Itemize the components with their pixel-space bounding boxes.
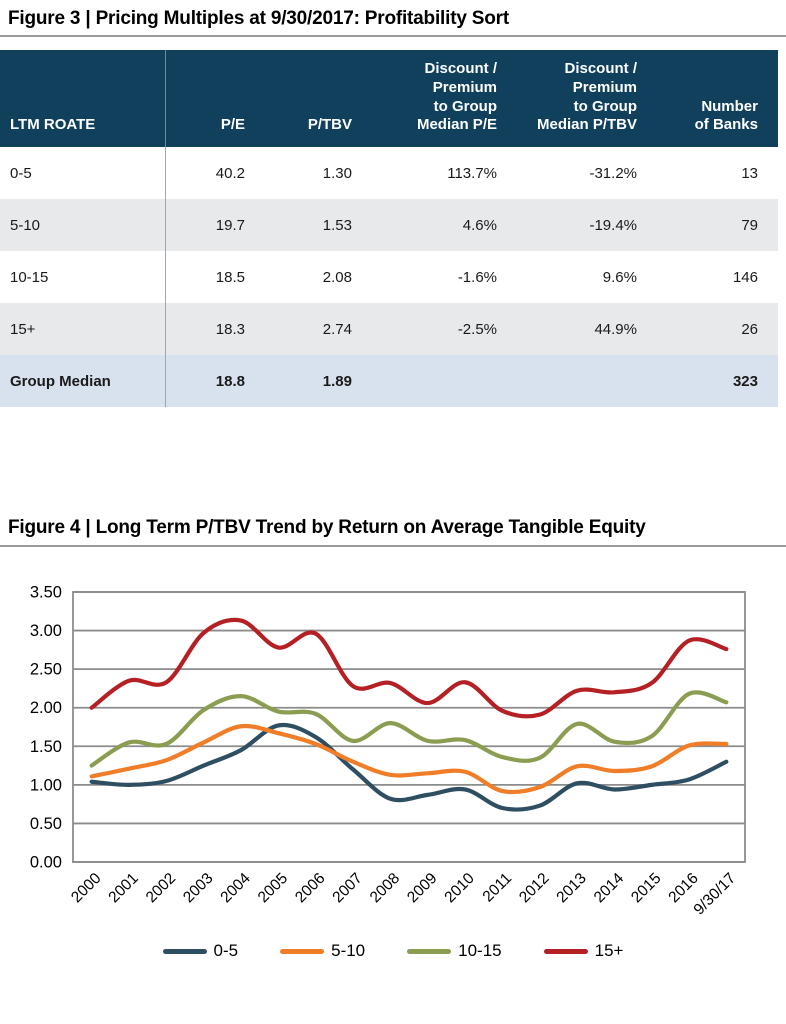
table-row-group-median: Group Median 18.8 1.89 323 — [0, 355, 778, 407]
table-row: 0-5 40.2 1.30 113.7% -31.2% 13 — [0, 147, 778, 199]
cell-ptbv: 1.30 — [265, 147, 372, 199]
cell-disc-ptbv: 44.9% — [517, 303, 657, 355]
x-axis-label: 2011 — [480, 870, 516, 906]
x-axis-label: 2003 — [180, 870, 216, 906]
figure3-title-rule — [0, 35, 786, 37]
cell-roate-bucket: 5-10 — [0, 199, 165, 251]
cell-disc-ptbv — [517, 355, 657, 407]
x-axis-label: 2001 — [105, 870, 141, 906]
figure3-title: Figure 3 | Pricing Multiples at 9/30/201… — [8, 8, 509, 29]
cell-roate-bucket: 15+ — [0, 303, 165, 355]
cell-disc-pe: 113.7% — [372, 147, 517, 199]
y-axis-label: 2.00 — [30, 699, 62, 717]
legend-swatch-10-15 — [407, 948, 452, 954]
x-axis-label: 2010 — [441, 870, 478, 907]
y-axis-label: 0.00 — [30, 854, 62, 872]
x-axis-label: 2008 — [367, 870, 403, 906]
cell-disc-ptbv: 9.6% — [517, 251, 657, 303]
series-line-10-15 — [89, 690, 729, 768]
x-axis-label: 2012 — [516, 870, 552, 906]
legend-label-15+: 15+ — [594, 941, 624, 960]
cell-roate-bucket: 0-5 — [0, 147, 165, 199]
figure4-title-rule — [0, 545, 786, 547]
x-axis-label: 2009 — [404, 870, 440, 906]
series-line-15+ — [89, 617, 729, 719]
x-axis-label: 2000 — [68, 870, 105, 907]
cell-disc-pe: 4.6% — [372, 199, 517, 251]
legend-label-5-10: 5-10 — [331, 941, 366, 960]
cell-roate-bucket: Group Median — [0, 355, 165, 407]
x-axis-label: 2015 — [628, 870, 664, 906]
cell-ptbv: 1.53 — [265, 199, 372, 251]
table-header-row: LTM ROATE P/E P/TBV Discount / Premium t… — [0, 50, 778, 147]
header-discount-premium-ptbv: Discount / Premium to Group Median P/TBV — [517, 50, 657, 147]
cell-pe: 18.5 — [164, 251, 265, 303]
pricing-multiples-table: LTM ROATE P/E P/TBV Discount / Premium t… — [0, 50, 778, 407]
ptbv-trend-line-chart: 0.00 0.50 1.00 1.50 2.00 2.50 3.00 3.50 2000 2001… — [30, 584, 746, 919]
cell-banks: 26 — [657, 303, 778, 355]
x-axis-label: 9/30/17 — [691, 870, 740, 919]
series-line-5-10 — [89, 723, 729, 795]
x-axis-label: 2013 — [553, 870, 589, 906]
legend-item-0-5: 0-5 — [162, 941, 239, 961]
x-axis-label: 2006 — [292, 870, 328, 906]
legend-label-0-5: 0-5 — [213, 941, 239, 960]
header-ptbv: P/TBV — [265, 50, 372, 147]
y-axis-label: 1.00 — [30, 776, 62, 794]
figure4-title: Figure 4 | Long Term P/TBV Trend by Retu… — [8, 517, 646, 538]
x-axis-label: 2002 — [143, 870, 179, 906]
legend-swatch-15+ — [543, 948, 588, 954]
cell-ptbv: 1.89 — [265, 355, 372, 407]
x-axis-label: 2004 — [217, 870, 254, 907]
x-axis-label: 2014 — [591, 870, 628, 907]
cell-ptbv: 2.74 — [265, 303, 372, 355]
header-number-of-banks: Number of Banks — [657, 50, 778, 147]
y-axis-label: 3.50 — [30, 584, 62, 602]
series-line-0-5 — [89, 722, 729, 812]
cell-ptbv: 2.08 — [265, 251, 372, 303]
cell-pe: 19.7 — [164, 199, 265, 251]
legend-item-5-10: 5-10 — [280, 941, 365, 961]
y-axis-label: 2.50 — [30, 661, 62, 679]
cell-disc-pe: -1.6% — [372, 251, 517, 303]
cell-pe: 40.2 — [164, 147, 265, 199]
cell-disc-ptbv: -19.4% — [517, 199, 657, 251]
cell-roate-bucket: 10-15 — [0, 251, 165, 303]
cell-banks: 13 — [657, 147, 778, 199]
header-pe: P/E — [164, 50, 265, 147]
y-axis-label: 0.50 — [30, 815, 62, 833]
cell-disc-pe — [372, 355, 517, 407]
header-discount-premium-pe: Discount / Premium to Group Median P/E — [372, 50, 517, 147]
legend-swatch-5-10 — [280, 948, 325, 954]
x-axis-label: 2007 — [329, 870, 365, 906]
table-row: 5-10 19.7 1.53 4.6% -19.4% 79 — [0, 199, 778, 251]
cell-pe: 18.3 — [164, 303, 265, 355]
cell-pe: 18.8 — [164, 355, 265, 407]
x-axis-label: 2005 — [255, 870, 291, 906]
chart-legend: 0-5 5-10 10-15 15+ — [0, 938, 786, 964]
legend-label-10-15: 10-15 — [458, 941, 502, 960]
table-row: 10-15 18.5 2.08 -1.6% 9.6% 146 — [0, 251, 778, 303]
legend-item-10-15: 10-15 — [407, 941, 502, 961]
cell-banks: 79 — [657, 199, 778, 251]
cell-banks: 146 — [657, 251, 778, 303]
cell-disc-ptbv: -31.2% — [517, 147, 657, 199]
cell-banks: 323 — [657, 355, 778, 407]
y-axis-label: 1.50 — [30, 738, 62, 756]
y-axis-label: 3.00 — [30, 622, 62, 640]
plot-border — [72, 591, 746, 863]
legend-swatch-0-5 — [162, 948, 207, 954]
table-row: 15+ 18.3 2.74 -2.5% 44.9% 26 — [0, 303, 778, 355]
legend-item-15+: 15+ — [543, 941, 624, 961]
header-ltm-roate: LTM ROATE — [0, 50, 165, 147]
cell-disc-pe: -2.5% — [372, 303, 517, 355]
